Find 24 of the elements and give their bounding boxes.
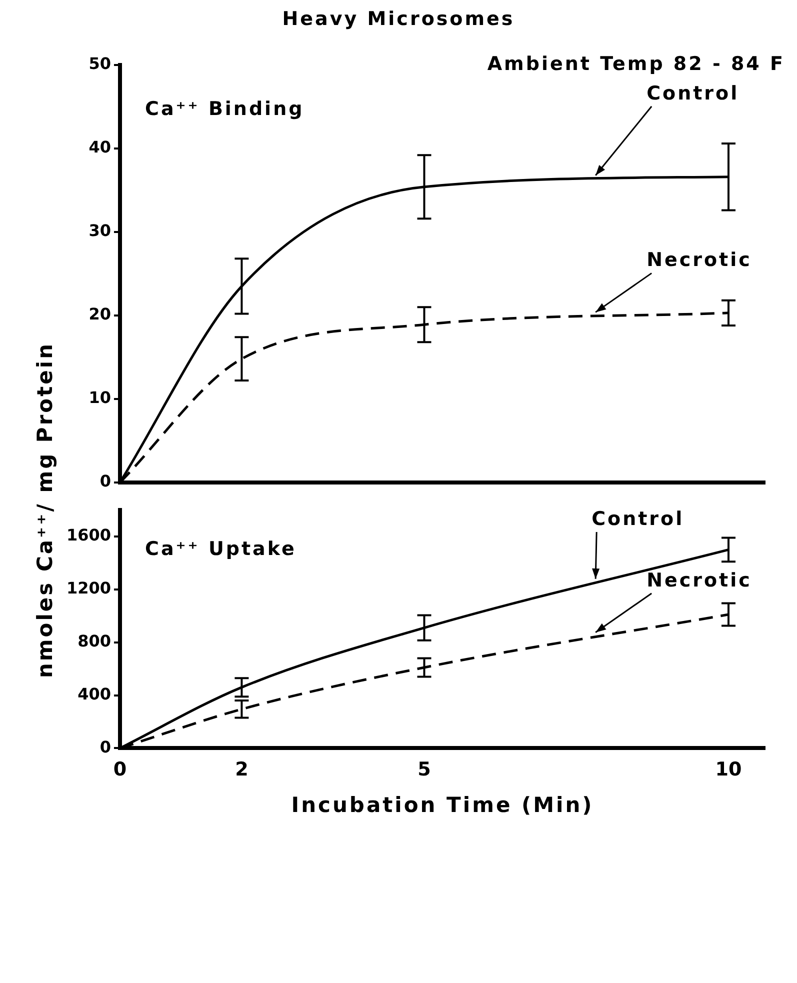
x-tick-label: 2 — [235, 758, 248, 781]
y-tick-label: 10 — [88, 388, 111, 408]
x-tick-label: 5 — [418, 758, 431, 781]
series-label: Control — [592, 508, 684, 530]
x-tick-label: 10 — [715, 758, 742, 781]
y-tick-label: 20 — [88, 304, 111, 324]
y-tick-label: 30 — [88, 221, 111, 240]
annotation: Ca⁺⁺ Binding — [145, 98, 304, 120]
annotation: Ca⁺⁺ Uptake — [145, 538, 296, 560]
chart-subtitle: Ambient Temp 82 - 84 F — [487, 53, 785, 75]
y-tick-label: 1600 — [66, 526, 111, 545]
y-axis-title: nmoles Ca⁺⁺/ mg Protein — [33, 342, 57, 678]
y-tick-label: 50 — [88, 54, 111, 74]
y-tick-label: 0 — [100, 737, 111, 756]
y-tick-label: 40 — [88, 138, 111, 157]
series-label: Necrotic — [646, 569, 752, 592]
x-axis-title: Incubation Time (Min) — [290, 793, 595, 817]
y-tick-label: 400 — [78, 684, 111, 704]
y-tick-label: 1200 — [66, 578, 111, 598]
y-tick-label: 0 — [100, 472, 111, 491]
chart-title: Heavy Microsomes — [281, 8, 516, 30]
y-tick-label: 800 — [78, 631, 111, 650]
text: Necrotic — [646, 249, 752, 272]
text: Control — [646, 82, 740, 104]
